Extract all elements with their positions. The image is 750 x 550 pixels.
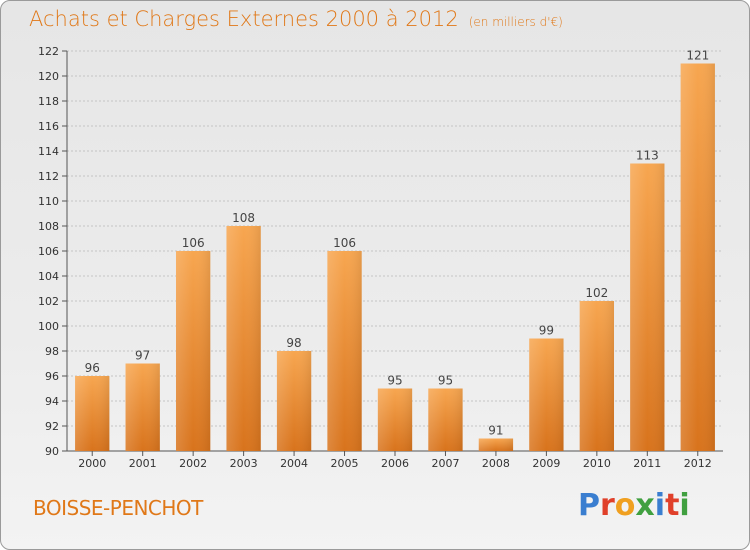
proxiti-logo[interactable]: Proxiti bbox=[578, 488, 690, 523]
y-tick-label: 110 bbox=[38, 195, 59, 208]
logo-letter: P bbox=[578, 488, 600, 523]
bar-shine bbox=[75, 376, 110, 451]
bar-value-label: 102 bbox=[585, 286, 608, 300]
y-tick-label: 120 bbox=[38, 70, 59, 83]
bar-shine bbox=[428, 388, 463, 451]
bar-value-label: 113 bbox=[636, 149, 659, 163]
y-tick-label: 100 bbox=[38, 320, 59, 333]
bar-value-label: 91 bbox=[488, 424, 503, 438]
y-tick-label: 118 bbox=[38, 95, 59, 108]
y-tick-label: 98 bbox=[45, 345, 59, 358]
x-tick-label: 2008 bbox=[482, 457, 510, 470]
bar-shine bbox=[175, 251, 211, 451]
y-tick-label: 112 bbox=[38, 170, 59, 183]
bar-shine bbox=[125, 363, 160, 451]
y-tick-label: 122 bbox=[38, 45, 59, 58]
bar-value-label: 95 bbox=[387, 374, 402, 388]
bar-shine bbox=[680, 63, 715, 451]
logo-letter: x bbox=[635, 488, 655, 523]
bar-value-label: 98 bbox=[286, 336, 301, 350]
bar-value-label: 97 bbox=[135, 349, 150, 363]
logo-letter: r bbox=[600, 488, 615, 523]
y-tick-label: 116 bbox=[38, 120, 59, 133]
y-tick-label: 94 bbox=[45, 395, 59, 408]
y-tick-label: 106 bbox=[38, 245, 59, 258]
bar-shine bbox=[529, 338, 564, 451]
bar-value-label: 121 bbox=[686, 49, 709, 63]
bar-value-label: 99 bbox=[539, 324, 554, 338]
y-tick-label: 90 bbox=[45, 445, 59, 458]
bar-value-label: 95 bbox=[438, 374, 453, 388]
x-tick-label: 2002 bbox=[179, 457, 207, 470]
y-tick-label: 102 bbox=[38, 295, 59, 308]
x-tick-label: 2001 bbox=[129, 457, 157, 470]
y-tick-label: 92 bbox=[45, 420, 59, 433]
x-tick-label: 2012 bbox=[684, 457, 712, 470]
bar-shine bbox=[276, 351, 312, 451]
x-tick-label: 2000 bbox=[78, 457, 106, 470]
bar-shine bbox=[377, 388, 413, 451]
x-tick-label: 2006 bbox=[381, 457, 409, 470]
city-name: BOISSE-PENCHOT bbox=[33, 496, 203, 520]
chart-subtitle: (en milliers d'€) bbox=[468, 15, 563, 29]
bar-value-label: 106 bbox=[182, 236, 205, 250]
y-tick-label: 104 bbox=[38, 270, 59, 283]
bar-shine bbox=[226, 226, 261, 451]
y-tick-label: 108 bbox=[38, 220, 59, 233]
logo-letter: t bbox=[665, 488, 680, 523]
x-tick-label: 2004 bbox=[280, 457, 308, 470]
x-tick-label: 2009 bbox=[532, 457, 560, 470]
x-tick-label: 2011 bbox=[633, 457, 661, 470]
bar-chart: 90 92 94 96 98 100 102 104 106 108 110 112 114 116 118… bbox=[38, 45, 723, 470]
bar-value-label: 108 bbox=[232, 211, 255, 225]
logo-letter: o bbox=[614, 488, 636, 523]
title-text: Achats et Charges Externes 2000 à 2012 bbox=[29, 7, 459, 31]
x-tick-label: 2010 bbox=[583, 457, 611, 470]
y-tick-label: 96 bbox=[45, 370, 59, 383]
bar-shine bbox=[478, 438, 514, 451]
bar-shine bbox=[327, 251, 362, 451]
bar-shine bbox=[630, 163, 665, 451]
bar-shine bbox=[579, 301, 615, 451]
x-tick-label: 2003 bbox=[230, 457, 258, 470]
chart-title: Achats et Charges Externes 2000 à 2012 (e… bbox=[29, 7, 563, 31]
bar-value-label: 96 bbox=[85, 361, 100, 375]
y-tick-label: 114 bbox=[38, 145, 59, 158]
x-tick-label: 2005 bbox=[331, 457, 359, 470]
logo-letter: i bbox=[654, 488, 666, 523]
logo-letter: i bbox=[679, 488, 690, 523]
bar-value-label: 106 bbox=[333, 236, 356, 250]
x-tick-label: 2007 bbox=[431, 457, 459, 470]
